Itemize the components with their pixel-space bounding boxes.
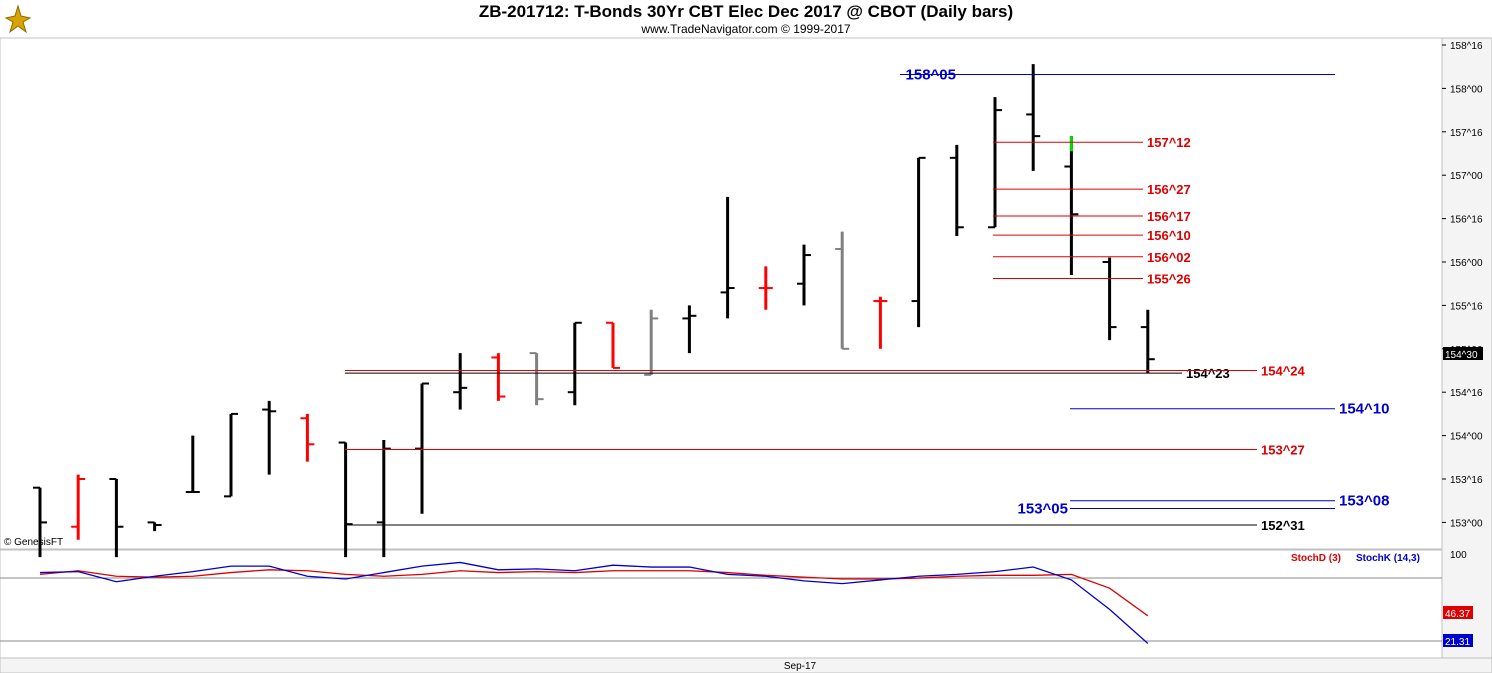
current-price-badge xyxy=(1443,347,1483,360)
stoch-series-line xyxy=(39,569,1149,617)
price-axis-tick-label: 153^16 xyxy=(1450,475,1483,486)
time-axis-label: Sep-17 xyxy=(784,661,817,672)
price-level-label: 152^31 xyxy=(1261,518,1305,533)
chart-title: ZB-201712: T-Bonds 30Yr CBT Elec Dec 201… xyxy=(478,2,1014,21)
stoch-d-legend: StochD (3) xyxy=(1291,553,1341,564)
price-axis-tick-label: 156^16 xyxy=(1450,215,1483,226)
chart-subtitle: www.TradeNavigator.com © 1999-2017 xyxy=(641,22,851,36)
price-panel xyxy=(0,37,1443,550)
price-axis-tick-label: 157^00 xyxy=(1450,171,1483,182)
price-level-label: 153^27 xyxy=(1261,442,1305,457)
chart-header: ZB-201712: T-Bonds 30Yr CBT Elec Dec 201… xyxy=(0,0,1492,38)
stoch-d-badge xyxy=(1443,606,1473,619)
price-axis-tick-label: 158^00 xyxy=(1450,84,1483,95)
price-level-label: 156^10 xyxy=(1147,228,1191,243)
price-level-label: 156^27 xyxy=(1147,182,1191,197)
stoch-k-legend: StochK (14,3) xyxy=(1356,553,1420,564)
stoch-d-value: 46.37 xyxy=(1445,609,1470,620)
price-axis-tick-label: 157^16 xyxy=(1450,128,1483,139)
price-level-label: 155^26 xyxy=(1147,271,1191,286)
stoch-series-line xyxy=(39,561,1149,644)
price-level-label: 153^08 xyxy=(1339,493,1389,510)
stoch-axis-label: 100 xyxy=(1450,550,1467,561)
stoch-k-value: 21.31 xyxy=(1445,637,1470,648)
current-price-label: 154^30 xyxy=(1445,350,1478,361)
price-level-label: 154^24 xyxy=(1261,364,1306,379)
price-axis-tick-label: 158^16 xyxy=(1450,41,1483,52)
price-axis-tick-label: 154^00 xyxy=(1450,432,1483,443)
price-axis-tick-label: 156^00 xyxy=(1450,258,1483,269)
stoch-panel xyxy=(0,549,1443,659)
price-level-label: 156^17 xyxy=(1147,209,1191,224)
price-axis-tick-label: 154^16 xyxy=(1450,388,1483,399)
price-axis-tick-label: 153^00 xyxy=(1450,518,1483,529)
price-level-label: 156^02 xyxy=(1147,250,1191,265)
price-level-label: 154^23 xyxy=(1186,366,1230,381)
copyright-label: © GenesisFT xyxy=(4,537,64,548)
price-level-label: 154^10 xyxy=(1339,401,1389,418)
genesis-logo-icon xyxy=(4,4,32,34)
time-axis xyxy=(0,657,1492,673)
price-level-label: 153^05 xyxy=(1018,501,1068,518)
stoch-k-badge xyxy=(1443,634,1473,647)
price-axis-tick-label: 155^16 xyxy=(1450,301,1483,312)
price-level-label: 158^05 xyxy=(906,67,956,84)
price-level-label: 157^12 xyxy=(1147,135,1191,150)
